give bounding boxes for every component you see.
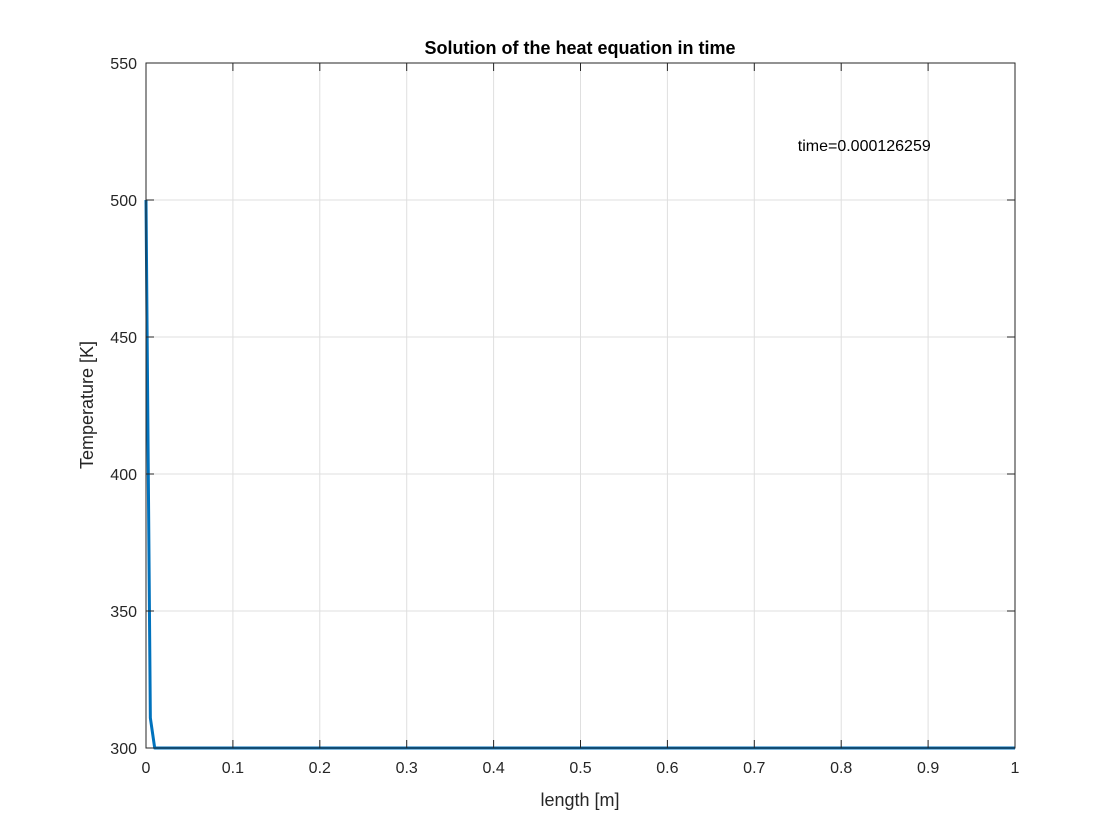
x-axis-label: length [m] [540, 790, 619, 810]
x-tick-label: 0.7 [743, 760, 765, 777]
grid [146, 63, 1015, 748]
time-annotation: time=0.000126259 [798, 138, 931, 155]
y-tick-label: 450 [110, 330, 137, 347]
x-tick-label: 0.6 [656, 760, 678, 777]
x-tick-label: 1 [1011, 760, 1020, 777]
x-tick-label: 0.3 [396, 760, 418, 777]
tick-labels: 0 0.1 0.2 0.3 0.4 0.5 0.6 0.7 0.8 0.9 1 300 350 400 45… [110, 56, 1019, 777]
ticks [145, 62, 1016, 749]
y-tick-label: 350 [110, 604, 137, 621]
chart-title: Solution of the heat equation in time [425, 38, 736, 58]
y-tick-label: 300 [110, 741, 137, 758]
y-tick-label: 550 [110, 56, 137, 73]
x-tick-label: 0.9 [917, 760, 939, 777]
y-axis-label: Temperature [K] [77, 341, 97, 469]
x-tick-label: 0.1 [222, 760, 244, 777]
x-tick-label: 0.2 [309, 760, 331, 777]
x-tick-label: 0.5 [569, 760, 591, 777]
x-tick-label: 0.8 [830, 760, 852, 777]
y-tick-label: 400 [110, 467, 137, 484]
x-tick-label: 0 [142, 760, 151, 777]
x-tick-label: 0.4 [482, 760, 504, 777]
y-tick-label: 500 [110, 193, 137, 210]
